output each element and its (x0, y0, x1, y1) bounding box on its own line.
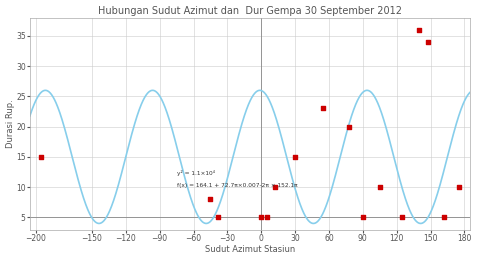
Point (257, 215, 265, 219)
Point (263, 215, 271, 219)
Point (376, 185, 383, 189)
Point (415, 28, 423, 32)
Point (424, 40, 432, 44)
Y-axis label: Durasi Rup.: Durasi Rup. (6, 99, 14, 148)
Point (319, 106, 327, 110)
Point (346, 125, 353, 129)
Text: f(x) = 164.1 + 72.7π×0.007-2π × 152.1π: f(x) = 164.1 + 72.7π×0.007-2π × 152.1π (176, 183, 297, 188)
Point (215, 215, 222, 219)
Point (455, 185, 463, 189)
Point (37, 155, 45, 159)
Text: y² = 1.1×10⁴: y² = 1.1×10⁴ (176, 170, 215, 176)
Point (440, 215, 448, 219)
Point (399, 215, 406, 219)
Point (271, 185, 279, 189)
X-axis label: Sudut Azimut Stasiun: Sudut Azimut Stasiun (205, 245, 295, 255)
Title: Hubungan Sudut Azimut dan  Dur Gempa 30 September 2012: Hubungan Sudut Azimut dan Dur Gempa 30 S… (98, 5, 402, 16)
Point (359, 215, 367, 219)
Point (291, 155, 299, 159)
Point (206, 197, 214, 201)
